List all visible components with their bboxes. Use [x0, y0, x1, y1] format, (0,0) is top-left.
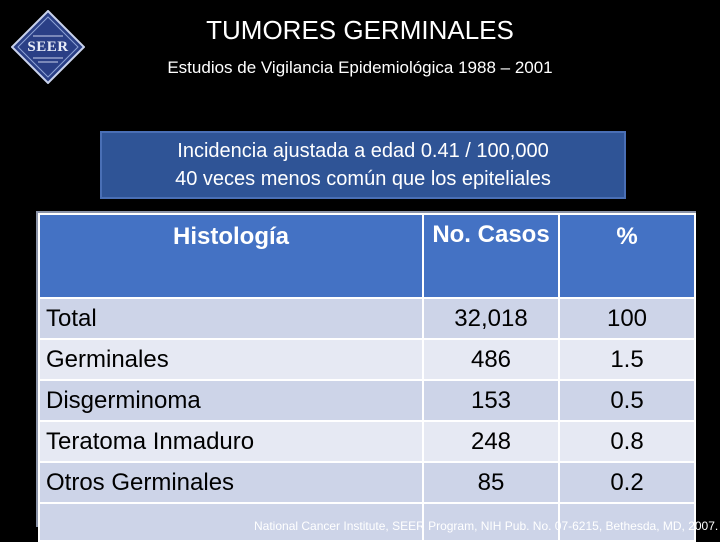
row-label: Total: [38, 297, 424, 340]
seer-logo-badge-icon: [10, 9, 86, 85]
filler-cell: [422, 502, 560, 542]
row-percent: 0.5: [558, 379, 696, 422]
table-row: Germinales 486 1.5: [38, 338, 696, 381]
column-header-histology: Histología: [38, 213, 424, 299]
incidence-line-1: Incidencia ajustada a edad 0.41 / 100,00…: [177, 140, 549, 162]
histology-table: Histología No. Casos % Total 32,018 100 …: [38, 213, 696, 542]
filler-cell: [558, 502, 696, 542]
row-cases: 85: [422, 461, 560, 504]
table-row: Teratoma Inmaduro 248 0.8: [38, 420, 696, 463]
histology-table-container: Histología No. Casos % Total 32,018 100 …: [36, 211, 696, 542]
row-cases: 248: [422, 420, 560, 463]
source-footnote: National Cancer Institute, SEER Program,…: [254, 519, 719, 533]
row-percent: 0.2: [558, 461, 696, 504]
row-cases: 486: [422, 338, 560, 381]
row-cases: 32,018: [422, 297, 560, 340]
page-title: TUMORES GERMINALES: [206, 15, 514, 45]
row-percent: 0.8: [558, 420, 696, 463]
incidence-box: Incidencia ajustada a edad 0.41 / 100,00…: [100, 131, 626, 199]
column-header-cases: No. Casos: [422, 213, 560, 299]
row-cases: 153: [422, 379, 560, 422]
table-row: Disgerminoma 153 0.5: [38, 379, 696, 422]
row-percent: 100: [558, 297, 696, 340]
table-filler-row: [38, 502, 696, 542]
column-header-percent: %: [558, 213, 696, 299]
row-label: Otros Germinales: [38, 461, 424, 504]
row-percent: 1.5: [558, 338, 696, 381]
row-label: Teratoma Inmaduro: [38, 420, 424, 463]
page-subtitle: Estudios de Vigilancia Epidemiológica 19…: [167, 58, 553, 77]
row-label: Disgerminoma: [38, 379, 424, 422]
incidence-line-2: 40 veces menos común que los epiteliales: [175, 168, 551, 190]
seer-logo: SEER: [10, 9, 86, 85]
table-row: Otros Germinales 85 0.2: [38, 461, 696, 504]
row-label: Germinales: [38, 338, 424, 381]
logo-text: SEER: [27, 38, 69, 55]
table-row: Total 32,018 100: [38, 297, 696, 340]
table-header-row: Histología No. Casos %: [38, 213, 696, 299]
filler-cell: [38, 502, 424, 542]
